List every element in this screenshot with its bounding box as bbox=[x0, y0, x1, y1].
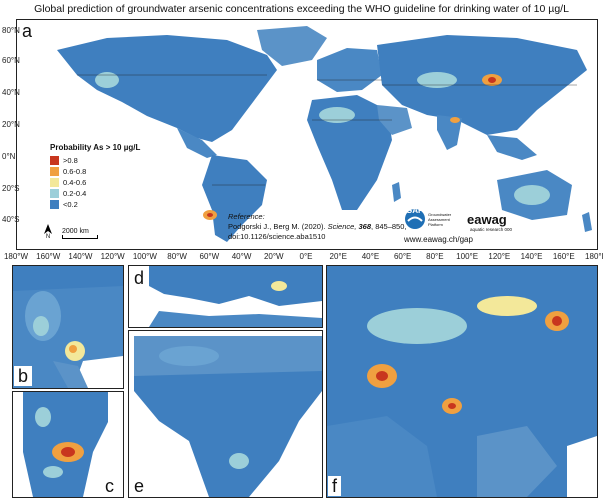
gap-logo-text: GAP bbox=[406, 206, 424, 215]
lon-label: 140°W bbox=[68, 252, 93, 261]
scale-bar: 2000 km bbox=[62, 228, 98, 239]
landmass-arabia bbox=[377, 105, 412, 135]
lon-label: 140°E bbox=[520, 252, 543, 261]
lat-label: 40°N bbox=[2, 88, 20, 97]
hotspot-sahara bbox=[319, 107, 355, 123]
panel-b-north-america bbox=[12, 265, 124, 389]
lon-label: 40°W bbox=[231, 252, 252, 261]
reference-authors: Podgorski J., Berg M. (2020). bbox=[228, 222, 326, 231]
scale-label: 2000 km bbox=[62, 228, 89, 235]
landmass-africa bbox=[307, 95, 392, 210]
legend-label: <0.2 bbox=[63, 200, 78, 209]
hotspot-australia bbox=[514, 185, 550, 205]
north-arrow-icon: N bbox=[44, 224, 52, 240]
lat-label: 20°N bbox=[2, 120, 20, 129]
lat-label: 80°N bbox=[2, 26, 20, 35]
panel-label-c: c bbox=[101, 476, 118, 496]
lon-label: 180°E bbox=[585, 252, 603, 261]
lon-label: 100°W bbox=[132, 252, 157, 261]
panel-label-b: b bbox=[14, 366, 33, 386]
legend-entry: 0.6-0.8 bbox=[50, 166, 140, 177]
landmass-southeast-asia bbox=[487, 135, 537, 160]
landmass-india bbox=[437, 115, 462, 150]
landmass-north-america bbox=[57, 35, 277, 142]
reference-journal: Science, bbox=[327, 222, 357, 231]
lat-label: 60°N bbox=[2, 56, 20, 65]
panel-c-south-america bbox=[12, 391, 124, 498]
panel-f-asia bbox=[326, 265, 598, 498]
lon-label: 100°E bbox=[456, 252, 479, 261]
landmass-europe bbox=[317, 48, 382, 92]
panel-e-africa bbox=[128, 330, 323, 498]
lon-label: 80°W bbox=[167, 252, 187, 261]
lon-label: 120°E bbox=[488, 252, 511, 261]
legend-swatch bbox=[50, 200, 59, 209]
eawag-logo-subtitle: aquatic research 000 bbox=[470, 227, 513, 232]
panel-label-d: d bbox=[130, 268, 149, 288]
hotspot-us-west bbox=[95, 72, 119, 88]
legend-label: >0.8 bbox=[63, 156, 78, 165]
reference-citation: Podgorski J., Berg M. (2020). Science, 3… bbox=[228, 222, 406, 232]
legend-title: Probability As > 10 µg/L bbox=[50, 143, 141, 152]
scale-bar-line bbox=[62, 235, 98, 239]
lon-label: 160°E bbox=[552, 252, 575, 261]
panel-label-a: a bbox=[18, 21, 37, 41]
legend-swatch bbox=[50, 178, 59, 187]
lat-label: 40°S bbox=[2, 215, 20, 224]
reference-pages: , 845–850, bbox=[371, 222, 407, 231]
lon-label: 60°W bbox=[199, 252, 220, 261]
landmass-greenland bbox=[257, 26, 327, 66]
reference-block: Reference: Podgorski J., Berg M. (2020).… bbox=[228, 212, 406, 242]
legend-entry: 0.2-0.4 bbox=[50, 188, 140, 199]
panel-label-e: e bbox=[130, 476, 149, 496]
lon-label: 80°E bbox=[426, 252, 444, 261]
legend-label: 0.2-0.4 bbox=[63, 189, 87, 198]
legend-entry: >0.8 bbox=[50, 155, 140, 166]
map-title: Global prediction of groundwater arsenic… bbox=[34, 3, 569, 15]
legend-swatch bbox=[50, 156, 59, 165]
panel-label-f: f bbox=[328, 476, 342, 496]
lon-label: 0°E bbox=[299, 252, 313, 261]
gap-logo: GAP Groundwater Assessment Platform bbox=[404, 206, 464, 232]
lon-label: 20°E bbox=[329, 252, 347, 261]
legend-entry: <0.2 bbox=[50, 199, 140, 210]
probability-legend: Probability As > 10 µg/L >0.8 0.6-0.8 0.… bbox=[50, 143, 140, 210]
hotspot-bangladesh bbox=[450, 117, 460, 123]
landmass-madagascar bbox=[392, 182, 401, 202]
lon-label: 120°W bbox=[100, 252, 125, 261]
lon-label: 40°E bbox=[361, 252, 380, 261]
reference-volume: 368 bbox=[358, 222, 372, 231]
panel-a-world-map bbox=[16, 19, 598, 250]
reference-label: Reference: bbox=[228, 212, 265, 221]
north-label: N bbox=[45, 234, 51, 240]
landmass-central-america bbox=[177, 128, 217, 158]
lon-label: 160°W bbox=[36, 252, 61, 261]
legend-swatch bbox=[50, 167, 59, 176]
lat-label: 20°S bbox=[2, 184, 20, 193]
world-map-svg bbox=[17, 20, 597, 249]
hotspot-central-asia bbox=[417, 72, 457, 88]
legend-label: 0.6-0.8 bbox=[63, 167, 87, 176]
legend-entry: 0.4-0.6 bbox=[50, 177, 140, 188]
website-url: www.eawag.ch/gap bbox=[404, 235, 473, 244]
lon-label: 20°W bbox=[263, 252, 284, 261]
landmass-south-america bbox=[202, 155, 267, 242]
eawag-logo: eawag bbox=[467, 212, 507, 227]
legend-swatch bbox=[50, 189, 59, 198]
lon-label: 60°E bbox=[393, 252, 412, 261]
legend-label: 0.4-0.6 bbox=[63, 178, 87, 187]
gap-logo-subtitle: Groundwater Assessment Platform bbox=[428, 212, 452, 227]
landmass-new-zealand bbox=[582, 212, 592, 232]
reference-doi: doi:10.1126/science.aba1510 bbox=[228, 232, 326, 241]
panel-d-europe bbox=[128, 265, 323, 328]
lon-label: 180°W bbox=[3, 252, 29, 261]
lat-label: 0°N bbox=[2, 152, 16, 161]
